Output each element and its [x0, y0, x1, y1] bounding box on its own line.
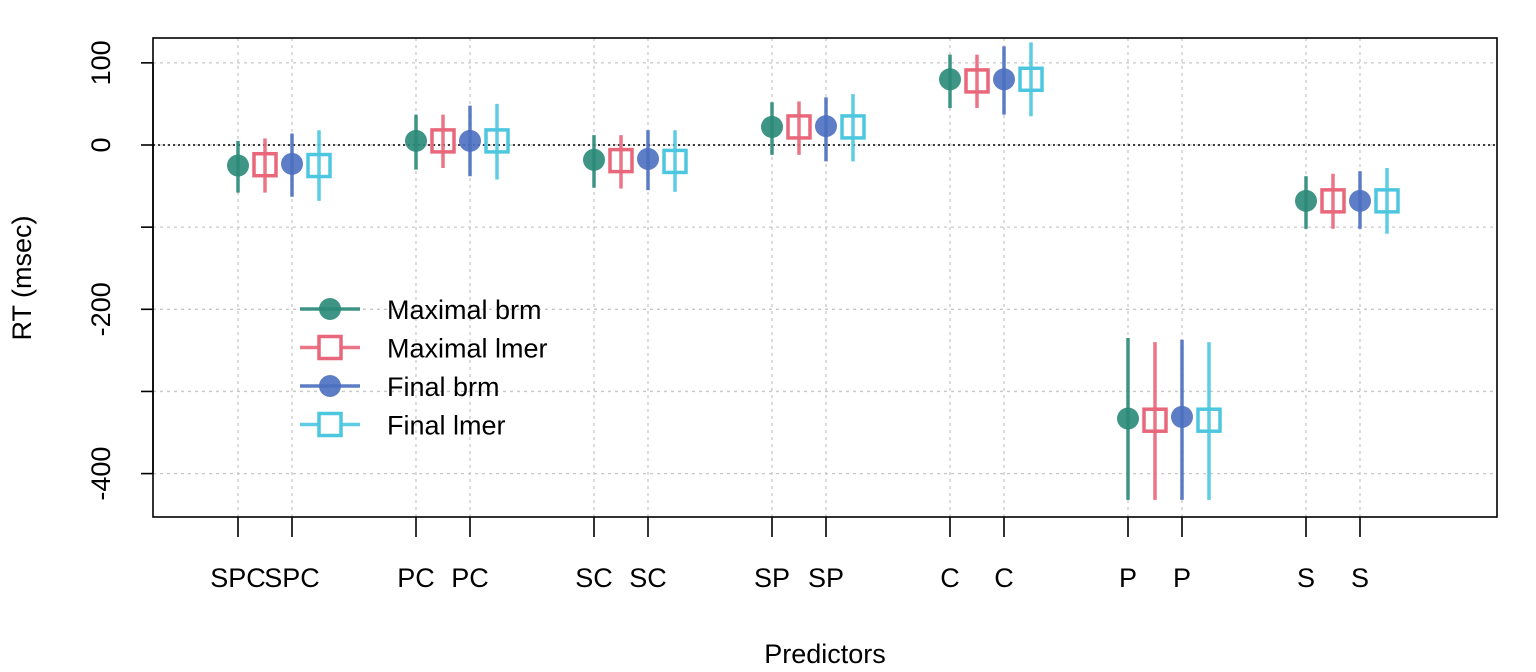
legend-item: Final lmer	[300, 411, 506, 441]
point-marker	[1018, 66, 1044, 93]
legend-marker	[319, 298, 341, 320]
point-marker	[281, 152, 303, 175]
legend-item: Final brm	[300, 372, 500, 402]
legend-label: Maximal brm	[387, 295, 542, 325]
legend-marker	[317, 334, 343, 361]
legend-label: Final lmer	[387, 411, 506, 441]
point-marker	[786, 114, 812, 140]
series-maximal-lmer	[252, 54, 1346, 500]
point-marker	[964, 68, 990, 94]
point-marker	[662, 148, 688, 175]
series-maximal-brm	[227, 54, 1317, 500]
x-tick-label: SC	[575, 563, 613, 593]
point-marker	[1320, 188, 1346, 214]
x-tick-label: SP	[808, 563, 844, 593]
series-final-brm	[281, 46, 1371, 500]
point-marker	[405, 129, 427, 152]
x-tick-label: SC	[629, 563, 667, 593]
legend-item: Maximal brm	[300, 295, 542, 325]
y-tick-label: -400	[86, 447, 116, 501]
x-axis-label: Predictors	[764, 639, 886, 669]
x-tick-label: SPC	[210, 563, 266, 593]
point-marker	[459, 129, 481, 152]
x-tick-label: S	[1351, 563, 1369, 593]
legend-marker	[317, 411, 343, 438]
point-marker	[430, 128, 456, 154]
data-series	[227, 42, 1400, 500]
point-marker	[840, 114, 866, 140]
point-marker	[1171, 405, 1193, 428]
point-marker	[993, 68, 1015, 91]
x-tick-label: C	[994, 563, 1014, 593]
point-marker	[1196, 407, 1222, 433]
point-marker	[761, 115, 783, 138]
point-marker	[637, 147, 659, 170]
point-marker	[252, 151, 278, 178]
y-axis-label: RT (msec)	[7, 215, 37, 340]
x-tick-label: P	[1173, 563, 1191, 593]
point-marker	[484, 128, 510, 154]
legend-item: Maximal lmer	[300, 334, 548, 364]
point-marker	[583, 148, 605, 171]
point-marker	[1142, 407, 1168, 433]
legend-label: Final brm	[387, 372, 500, 402]
legend-label: Maximal lmer	[387, 334, 548, 364]
x-tick-label: SP	[754, 563, 790, 593]
point-marker	[1349, 189, 1371, 212]
point-marker	[306, 152, 332, 179]
point-marker	[939, 68, 961, 91]
x-tick-label: P	[1119, 563, 1137, 593]
x-tick-label: SPC	[264, 563, 320, 593]
point-marker	[1117, 407, 1139, 430]
legend-marker	[319, 375, 341, 397]
y-tick-label: 100	[86, 40, 116, 85]
y-axis: 100 0 -200 -400	[86, 40, 154, 501]
x-tick-label: PC	[451, 563, 489, 593]
legend: Maximal brm Maximal lmer Final brm Final lm…	[300, 295, 548, 441]
y-tick-label: -200	[86, 282, 116, 336]
x-tick-label: S	[1297, 563, 1315, 593]
x-tick-label: C	[940, 563, 960, 593]
x-tick-label: PC	[397, 563, 435, 593]
point-marker	[1295, 189, 1317, 212]
grid-lines	[153, 38, 1497, 517]
y-tick-label: 0	[86, 137, 116, 152]
series-final-lmer	[306, 42, 1400, 500]
point-marker	[815, 115, 837, 138]
point-marker	[608, 147, 634, 174]
point-marker	[1374, 188, 1400, 214]
point-marker	[227, 154, 249, 177]
